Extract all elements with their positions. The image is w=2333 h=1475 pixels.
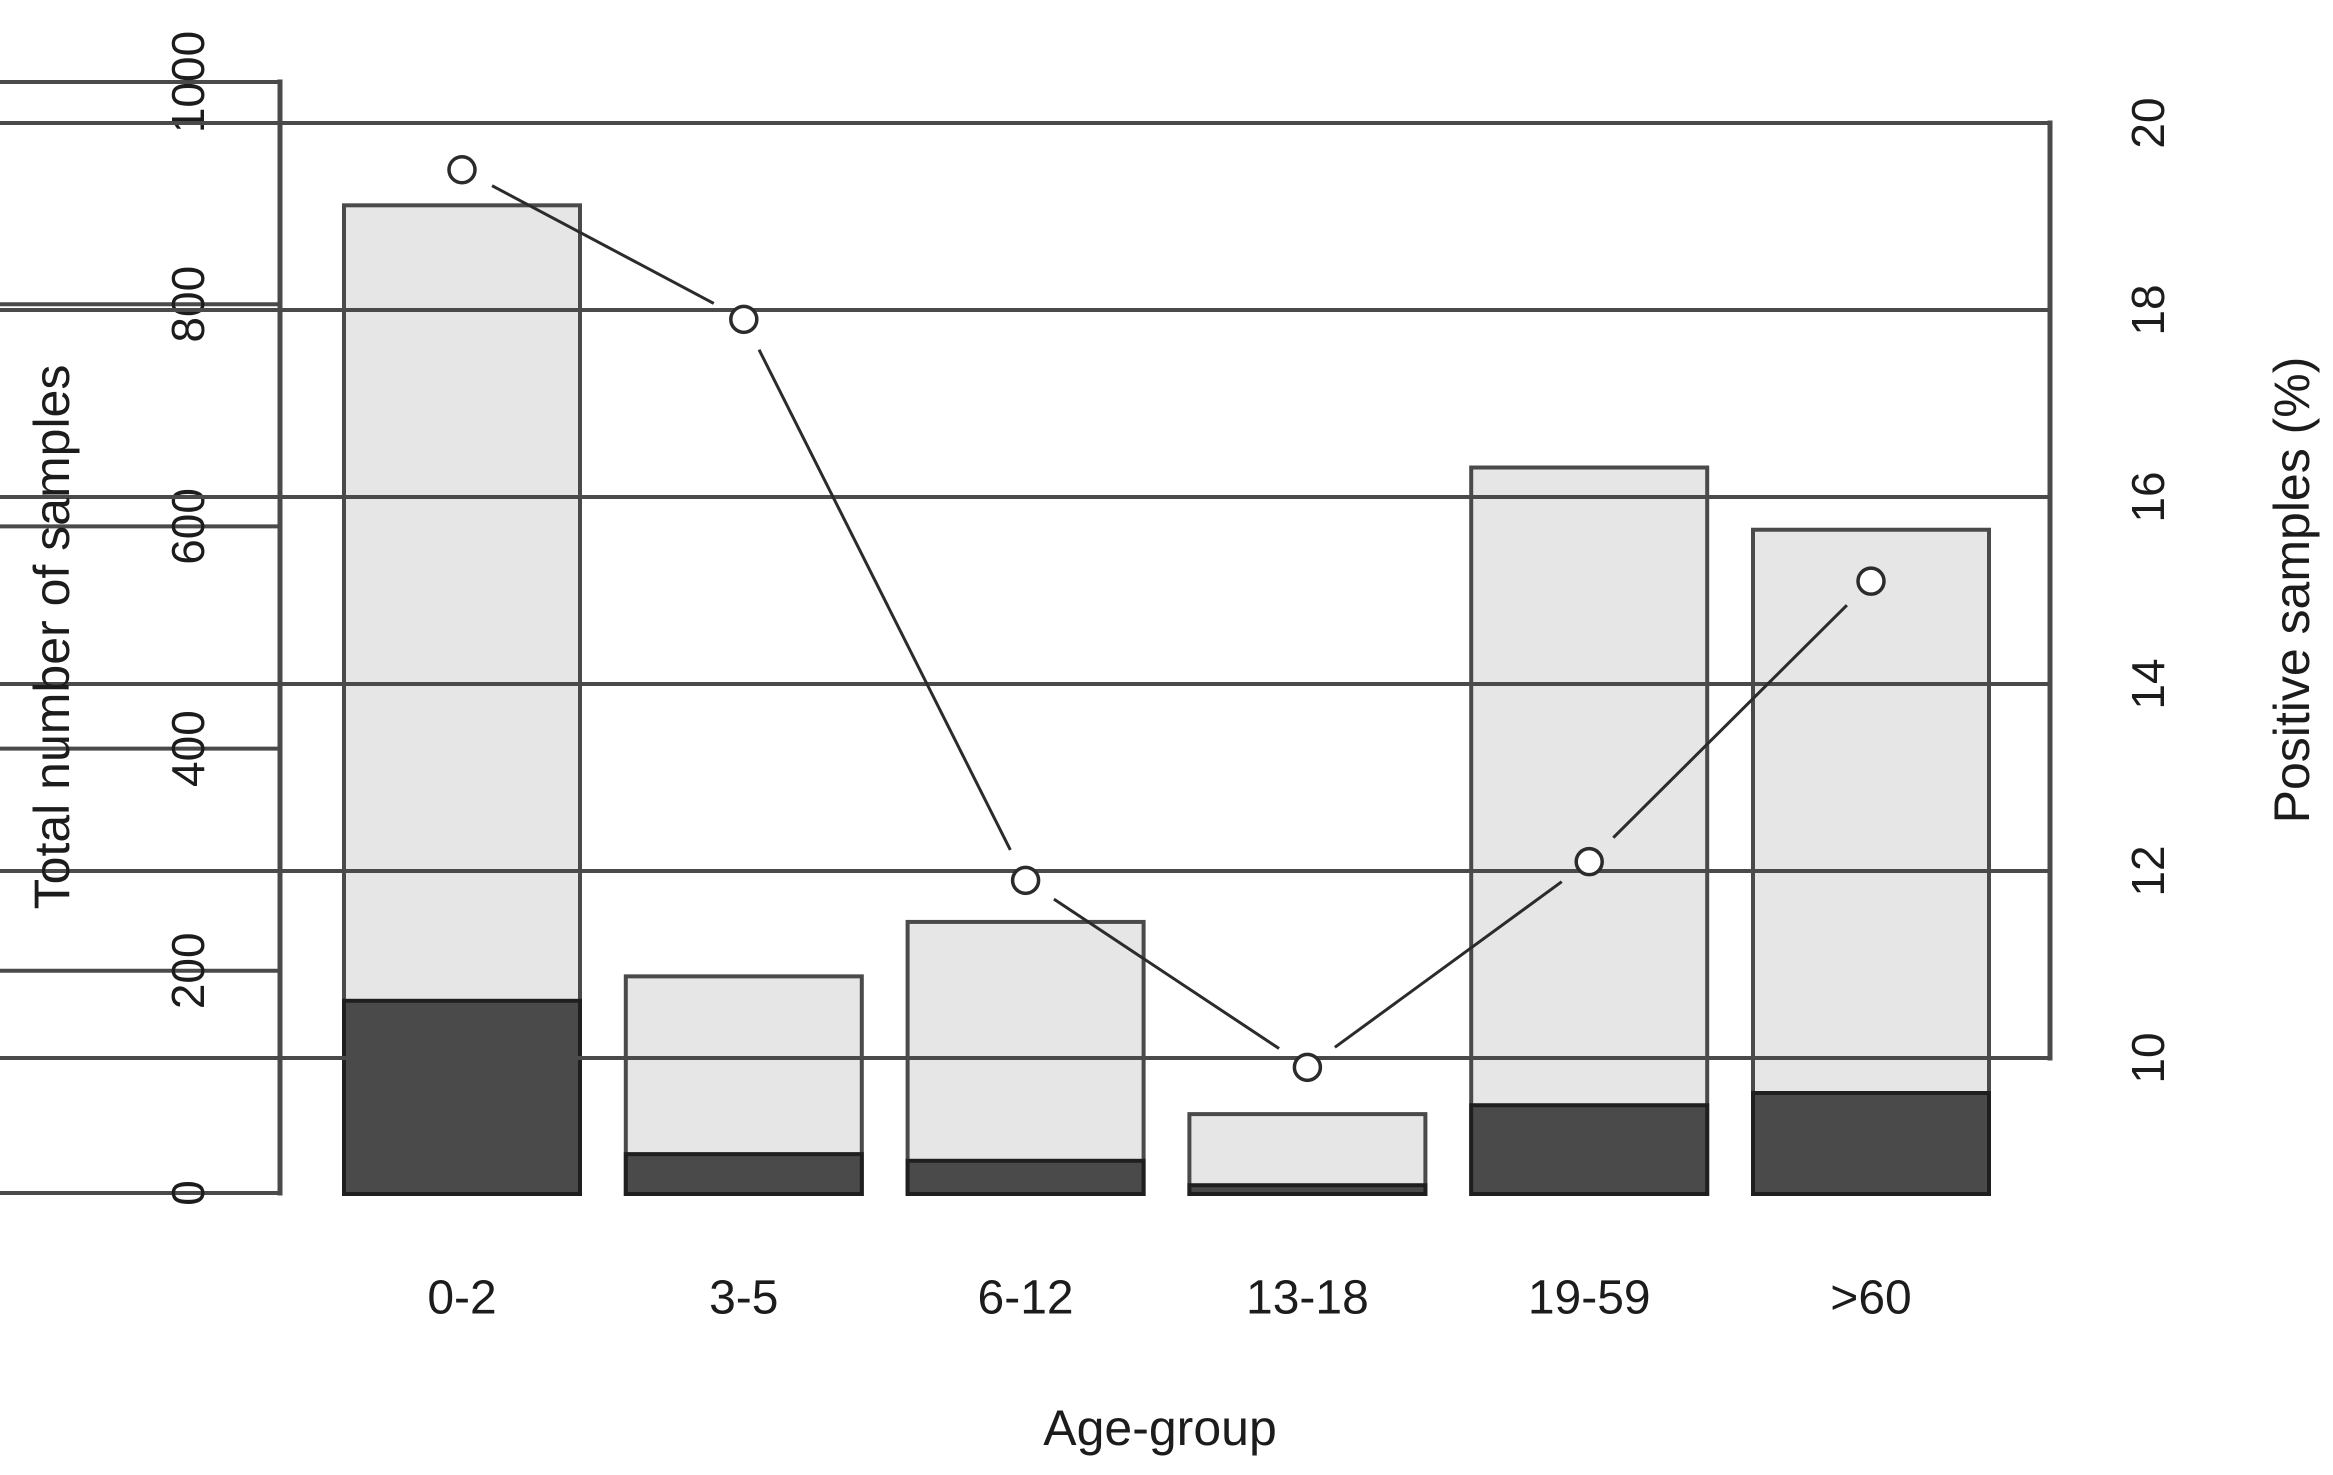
percent-point-19-59 (1574, 846, 1604, 877)
percent-point-6-12 (1010, 865, 1041, 896)
percent-line-segment-1 (757, 349, 1012, 851)
x-tick-label-19-59: 19-59 (1528, 1272, 1651, 1325)
bar-positive-13-18 (1187, 1183, 1428, 1197)
bar-positive-19-59 (1469, 1103, 1710, 1196)
percent-line-segment-0 (491, 184, 715, 305)
percent-line-group (491, 184, 1848, 1050)
right-axis-tick-label-16: 16 (2122, 471, 2174, 522)
left-axis: 0 200 400 600 800 1000 (0, 31, 283, 1206)
bar-total-13-18 (1187, 1112, 1428, 1197)
left-axis-tick-label-400: 400 (162, 710, 214, 787)
bar-positive-0-2 (342, 998, 582, 1196)
x-tick-label-0-2: 0-2 (427, 1272, 496, 1325)
right-axis: 10 12 14 16 18 20 (0, 97, 2174, 1084)
bar-total->60 (1751, 527, 1991, 1196)
x-tick-label-3-5: 3-5 (709, 1272, 778, 1325)
right-axis-tick-label-20: 20 (2122, 97, 2174, 148)
x-axis-title: Age-group (1043, 1400, 1277, 1456)
right-axis-tick-label-14: 14 (2122, 658, 2174, 709)
bar-positive-3-5 (623, 1152, 864, 1196)
bars-group (342, 203, 1991, 1197)
right-axis-tick-label-18: 18 (2122, 284, 2174, 335)
x-tick-label-13-18: 13-18 (1246, 1272, 1369, 1325)
left-axis-title: Total number of samples (24, 365, 80, 910)
percent-line-segment-2 (1053, 897, 1280, 1050)
bar-total-19-59 (1469, 465, 1710, 1196)
right-axis-tick-label-12: 12 (2122, 845, 2174, 896)
right-axis-title: Positive samples (%) (2264, 357, 2320, 824)
percent-point->60 (1856, 566, 1886, 596)
left-axis-tick-label-0: 0 (162, 1180, 214, 1206)
right-axis-tick-label-10: 10 (2122, 1032, 2174, 1083)
percent-point-13-18 (1292, 1052, 1323, 1083)
left-axis-tick-label-200: 200 (162, 932, 214, 1009)
percent-markers-group (447, 155, 1886, 1083)
left-axis-tick-label-1000: 1000 (162, 31, 214, 133)
percent-point-3-5 (729, 304, 759, 335)
percent-point-0-2 (447, 155, 477, 185)
percent-line-segment-4 (1612, 604, 1848, 839)
left-axis-tick-label-600: 600 (162, 488, 214, 565)
x-axis-labels: 0-2 3-5 6-12 13-18 19-59 >60 (427, 1272, 1911, 1325)
left-axis-tick-label-800: 800 (162, 266, 214, 343)
percent-line-segment-3 (1333, 880, 1563, 1049)
x-tick-label-6-12: 6-12 (978, 1272, 1074, 1325)
bar-positive->60 (1751, 1091, 1991, 1197)
bar-positive-6-12 (905, 1158, 1146, 1197)
x-tick-label->60: >60 (1830, 1272, 1911, 1325)
